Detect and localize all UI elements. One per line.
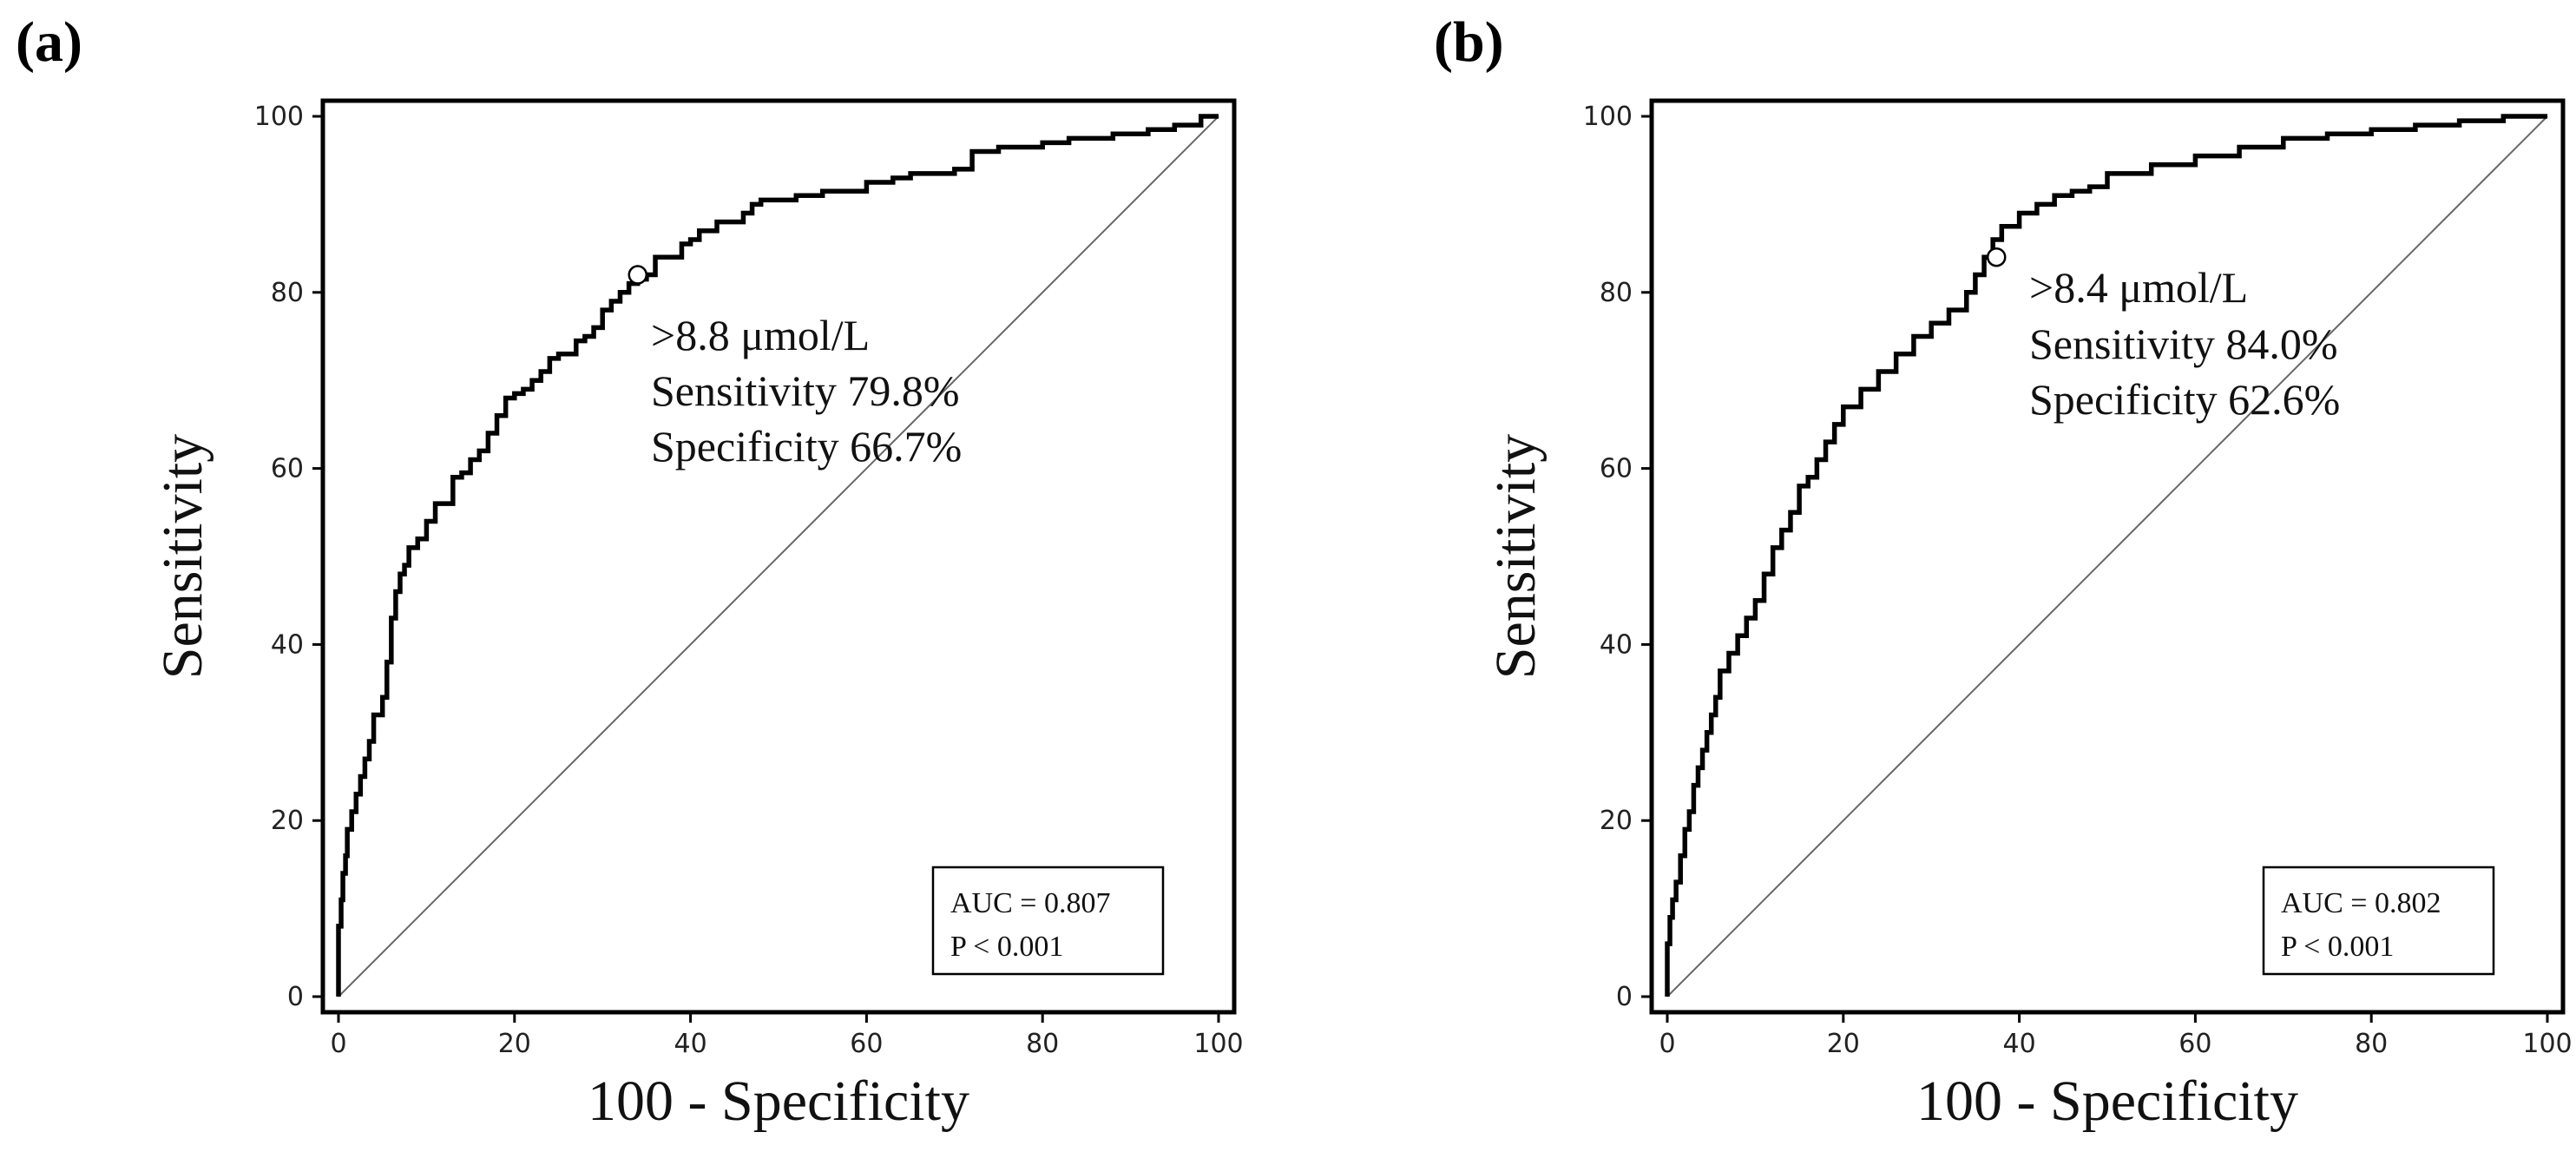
- x-tick-label: 40: [2003, 1029, 2036, 1059]
- x-tick-label: 100: [2522, 1029, 2572, 1059]
- panel-label-b: (b): [1434, 10, 1504, 74]
- y-tick-label: 20: [1600, 806, 1633, 836]
- annotation-cutoff: >8.4 μmol/L: [2029, 263, 2248, 312]
- x-tick-label: 60: [2178, 1029, 2211, 1059]
- panel-label-a: (a): [16, 10, 82, 74]
- x-tick-label: 0: [1659, 1029, 1675, 1059]
- y-tick-label: 0: [287, 982, 304, 1012]
- cutoff-point: [1986, 247, 2007, 267]
- y-tick-label: 20: [271, 806, 304, 836]
- panel-a: (a) 0 20 40 60 80 100 0 20 40 60 80 100 >8.8 μmol/L…: [16, 10, 1244, 1133]
- reference-diagonal: [338, 115, 1219, 997]
- plot-frame: [1649, 98, 2566, 1015]
- annotation-specificity: Specificity 66.7%: [651, 422, 962, 471]
- x-tick-label: 60: [850, 1029, 883, 1059]
- axis-ticks: 0 20 40 60 80 100 0 20 40 60 80 100: [254, 102, 1244, 1059]
- axis-ticks: 0 20 40 60 80 100 0 20 40 60 80 100: [1583, 102, 2573, 1059]
- x-tick-label: 0: [330, 1029, 346, 1059]
- x-tick-label: 80: [2355, 1029, 2388, 1059]
- auc-legend-box: [931, 866, 1165, 976]
- y-tick-label: 100: [254, 102, 304, 132]
- y-tick-label: 40: [1600, 629, 1633, 660]
- p-value: P < 0.001: [2281, 931, 2394, 963]
- x-tick-label: 40: [674, 1029, 707, 1059]
- roc-curve: [336, 114, 1219, 997]
- y-tick-label: 100: [1583, 102, 1633, 132]
- annotation-sensitivity: Sensitivity 79.8%: [651, 366, 960, 415]
- y-tick-label: 60: [271, 454, 304, 484]
- y-tick-label: 80: [271, 278, 304, 308]
- plot-frame: [320, 98, 1237, 1015]
- y-tick-label: 80: [1600, 278, 1633, 308]
- y-tick-label: 0: [1616, 982, 1633, 1012]
- panel-b: (b) 0 20 40 60 80 100 0 20 40 60 80 100 >8.4 μmol/L…: [1434, 10, 2573, 1133]
- x-axis-title: 100 - Specificity: [588, 1070, 969, 1133]
- x-tick-label: 100: [1193, 1029, 1243, 1059]
- y-tick-label: 40: [271, 629, 304, 660]
- x-axis-title: 100 - Specificity: [1916, 1070, 2298, 1133]
- annotation-specificity: Specificity 62.6%: [2029, 375, 2340, 424]
- y-axis-title: Sensitivity: [151, 434, 214, 679]
- cutoff-point: [628, 265, 648, 285]
- annotation-sensitivity: Sensitivity 84.0%: [2029, 319, 2338, 368]
- y-tick-label: 60: [1600, 454, 1633, 484]
- x-tick-label: 80: [1026, 1029, 1059, 1059]
- x-tick-label: 20: [498, 1029, 531, 1059]
- y-axis-title: Sensitivity: [1484, 434, 1548, 679]
- auc-value: AUC = 0.807: [950, 887, 1110, 919]
- roc-curve: [1665, 114, 2547, 997]
- x-tick-label: 20: [1827, 1029, 1860, 1059]
- reference-diagonal: [1666, 115, 2548, 997]
- auc-value: AUC = 0.802: [2281, 887, 2441, 919]
- auc-legend-box: [2262, 866, 2495, 976]
- p-value: P < 0.001: [950, 931, 1063, 963]
- annotation-cutoff: >8.8 μmol/L: [651, 311, 870, 359]
